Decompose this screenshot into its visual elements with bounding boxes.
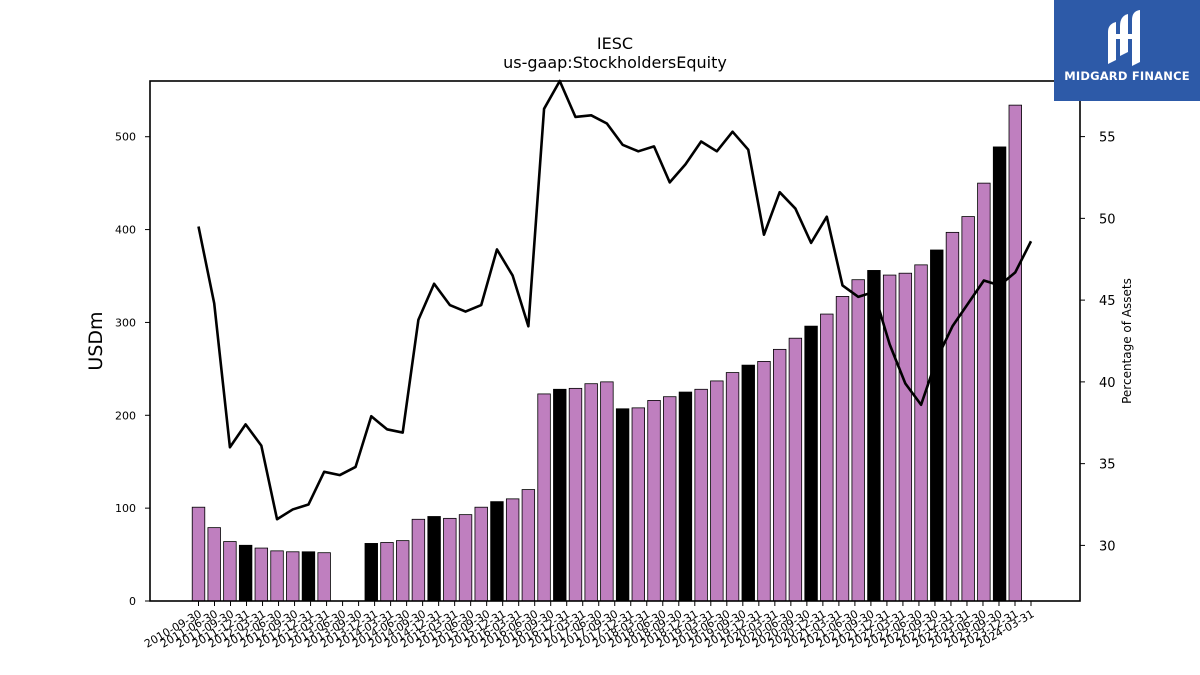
bar-2018-09-30 bbox=[694, 388, 708, 602]
bar-2010-09-30 bbox=[191, 506, 206, 602]
y-tick-label: 500 bbox=[115, 131, 136, 144]
bar-2012-06-30 bbox=[301, 551, 316, 602]
bar-2021-12-31 bbox=[898, 272, 913, 602]
bar-2011-09-30 bbox=[254, 547, 269, 602]
bar-2011-03-31 bbox=[223, 541, 237, 602]
y2-tick-label: 30 bbox=[1099, 539, 1116, 554]
bar-2023-09-30 bbox=[1008, 104, 1022, 602]
bar-2023-06-30 bbox=[992, 146, 1007, 602]
bar-2013-09-30 bbox=[380, 542, 394, 602]
x-axis: 2010-09-302011-06-302011-09-302011-12-31… bbox=[142, 601, 1037, 651]
brand-logo: MIDGARD FINANCE bbox=[1054, 0, 1200, 101]
bar-2016-09-30 bbox=[568, 387, 583, 602]
y-axis-right: 30 35 40 45 50 55 bbox=[1080, 131, 1116, 554]
bar-2020-12-31 bbox=[835, 296, 850, 602]
bar-2015-06-30 bbox=[490, 501, 504, 602]
bar-2015-03-31 bbox=[474, 506, 488, 602]
y2-axis-label: Percentage of Assets bbox=[1120, 278, 1134, 404]
y2-tick-label: 55 bbox=[1099, 131, 1116, 146]
bar-2021-09-30 bbox=[882, 274, 897, 602]
bar-2017-12-31 bbox=[647, 400, 661, 602]
logo-text: MIDGARD FINANCE bbox=[1064, 69, 1190, 83]
bar-2014-03-31 bbox=[411, 518, 426, 602]
bar-2021-06-30 bbox=[867, 270, 881, 602]
bar-2020-03-31 bbox=[788, 337, 803, 602]
bar-2021-03-31 bbox=[851, 279, 865, 602]
y-tick-label: 300 bbox=[115, 316, 136, 329]
percentage-line bbox=[197, 79, 1033, 521]
bar-2020-06-30 bbox=[804, 325, 818, 602]
y2-tick-label: 35 bbox=[1099, 458, 1116, 473]
y2-tick-label: 40 bbox=[1099, 376, 1116, 391]
bar-2013-06-30 bbox=[364, 543, 378, 602]
bar-2016-03-31 bbox=[537, 393, 551, 602]
bar-2022-09-30 bbox=[945, 231, 960, 602]
bar-2011-06-30 bbox=[238, 544, 253, 602]
bar-2012-03-31 bbox=[286, 551, 300, 602]
bar-2013-12-31 bbox=[396, 540, 410, 602]
chart-subtitle: us-gaap:StockholdersEquity bbox=[503, 53, 727, 72]
bar-series bbox=[191, 104, 1022, 602]
chart-title: IESC bbox=[597, 34, 633, 53]
bar-2018-03-31 bbox=[663, 396, 677, 602]
y-tick-label: 100 bbox=[115, 502, 136, 515]
bar-2020-09-30 bbox=[820, 313, 834, 602]
bar-2015-12-31 bbox=[521, 489, 536, 602]
y-tick-label: 400 bbox=[115, 224, 136, 237]
bar-2012-09-30 bbox=[317, 552, 331, 602]
y-tick-label: 0 bbox=[129, 595, 136, 608]
bar-2022-12-31 bbox=[961, 216, 975, 602]
percentage-line-series bbox=[197, 79, 1033, 521]
y-axis-label: USDm bbox=[85, 311, 107, 370]
bar-2019-03-31 bbox=[725, 372, 740, 602]
y-axis-left: 0 100 200 300 400 500 bbox=[115, 131, 150, 608]
bar-2022-06-30 bbox=[930, 249, 944, 602]
y2-tick-label: 50 bbox=[1099, 212, 1116, 227]
bar-2016-06-30 bbox=[553, 388, 567, 602]
bar-2016-12-31 bbox=[584, 383, 598, 602]
bar-2018-12-31 bbox=[710, 380, 724, 602]
y2-tick-label: 45 bbox=[1099, 294, 1116, 309]
bar-2017-09-30 bbox=[631, 407, 646, 602]
bar-2019-06-30 bbox=[741, 364, 755, 602]
y-tick-label: 200 bbox=[115, 409, 136, 422]
bar-2010-12-31 bbox=[207, 527, 221, 602]
bar-2019-12-31 bbox=[773, 348, 787, 602]
bar-2022-03-31 bbox=[914, 264, 928, 602]
bar-2018-06-30 bbox=[678, 391, 693, 602]
bar-2023-03-31 bbox=[977, 182, 991, 602]
bar-2011-12-31 bbox=[270, 550, 284, 602]
bar-2014-09-30 bbox=[443, 517, 457, 602]
bar-2014-12-31 bbox=[458, 514, 473, 602]
bar-2017-06-30 bbox=[615, 408, 630, 602]
bar-2014-06-30 bbox=[427, 516, 441, 602]
bar-2017-03-31 bbox=[600, 381, 614, 602]
logo-mark-icon bbox=[1108, 10, 1140, 66]
bar-2019-09-30 bbox=[757, 361, 771, 602]
bar-2015-09-30 bbox=[505, 498, 520, 602]
